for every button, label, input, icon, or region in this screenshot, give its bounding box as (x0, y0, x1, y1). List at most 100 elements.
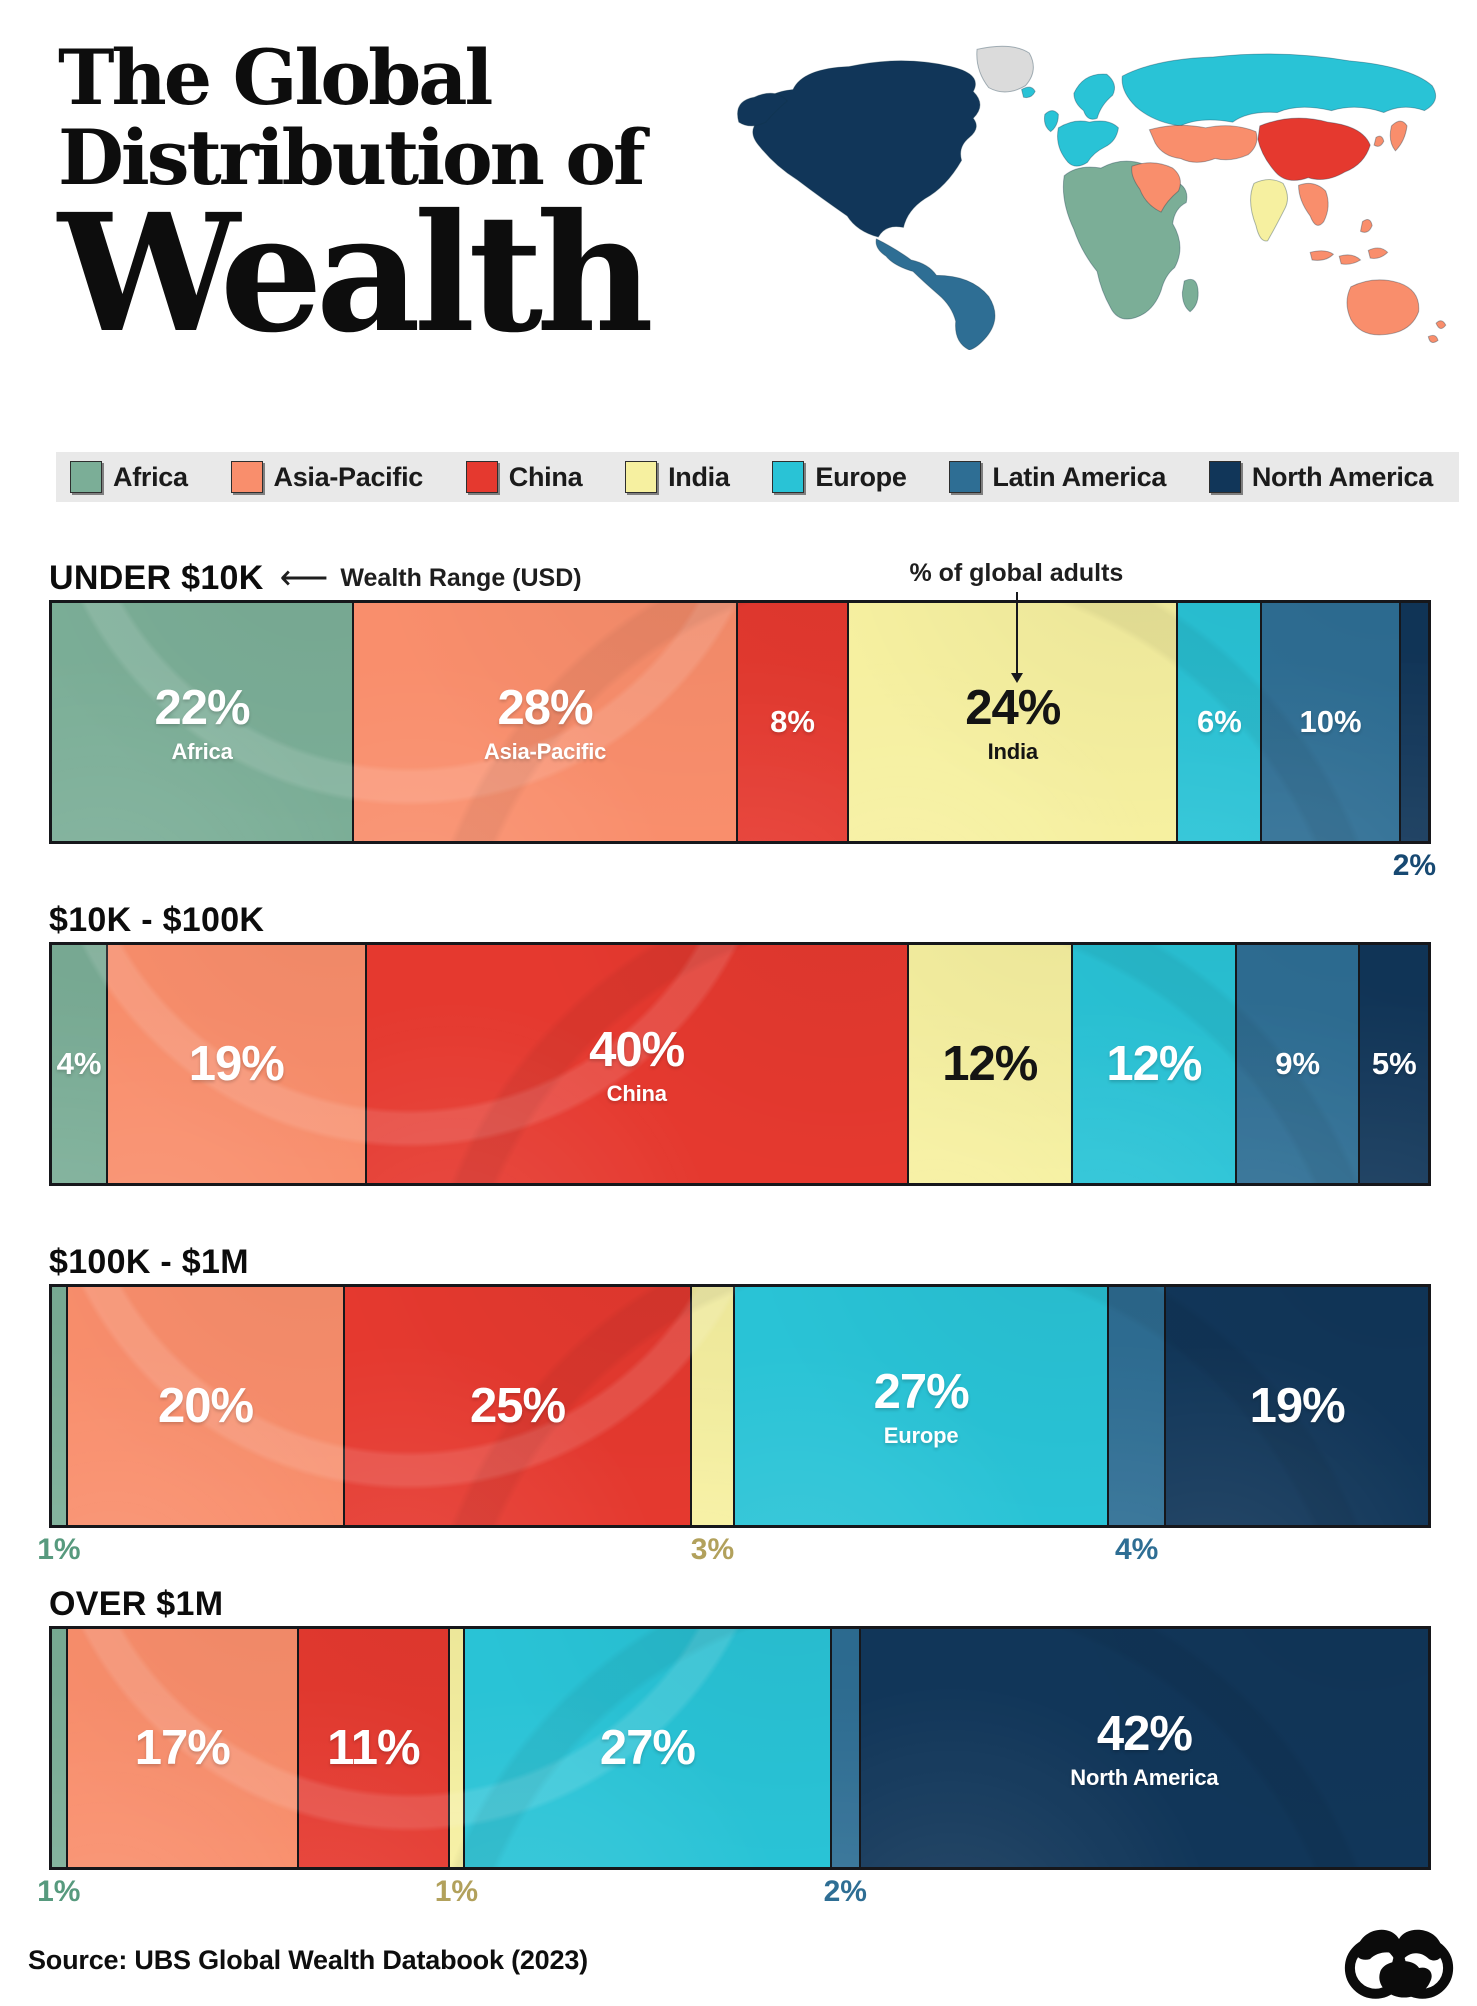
segment-value-below: 2% (823, 1875, 867, 1908)
segment-india: 3% (691, 1287, 736, 1566)
segment-value: 12% (942, 1037, 1038, 1091)
segment-north-america: 5% (1360, 945, 1429, 1183)
legend-label: India (668, 461, 730, 492)
segment-label: 22% Africa (154, 680, 251, 765)
segment-asia-pacific: 17% (67, 1629, 300, 1867)
segment-asia-pacific: 19% (108, 945, 367, 1183)
source-note: Source: UBS Global Wealth Databook (2023… (28, 1945, 588, 1975)
segment-value: 27% (599, 1721, 696, 1775)
legend-item-asia-pacific: Asia-Pacific (230, 461, 424, 493)
legend-item-china: China (465, 461, 583, 493)
segment-value-below: 1% (434, 1875, 479, 1908)
legend-item-africa: Africa (70, 461, 188, 493)
map-scandinavia (1073, 73, 1116, 120)
segment-europe: 27% (465, 1629, 832, 1867)
segment-europe: 27% Europe (735, 1287, 1110, 1525)
legend-swatch-latin-america (949, 461, 982, 493)
map-indonesia-1 (1309, 250, 1335, 261)
segment-value: 6% (1197, 704, 1242, 739)
segment-label: 20% (158, 1378, 254, 1434)
segment-value-below: 1% (37, 1875, 81, 1908)
global-adults-annotation: % of global adults (909, 559, 1124, 587)
stacked-bar-under-10k: 22% Africa 28% Asia-Pacific 8% 24% India 6% 10% 2… (49, 600, 1436, 882)
segment-china: 40% China (366, 945, 909, 1183)
segment-china: 11% (299, 1629, 450, 1867)
segment-north-america: 2% (1393, 603, 1436, 882)
map-se-asia (1298, 182, 1329, 226)
segment-value: 11% (327, 1721, 420, 1775)
segment-value: 8% (770, 704, 815, 739)
segment-label: 24% India (965, 680, 1061, 765)
legend-swatch-india (625, 461, 658, 493)
title-line-2: Distribution of (58, 113, 646, 202)
down-arrow-icon (1011, 592, 1024, 683)
segment-asia-pacific: 20% (67, 1287, 346, 1525)
stacked-bar-100k-1m: 1% 20% 25% 3% 27% Europe 4% 19% (37, 1284, 1431, 1566)
segment-latin-america: 4% (1109, 1287, 1167, 1566)
segment-india: 12% (908, 945, 1073, 1183)
stacked-bar-over-1m: 1% 17% 11% 1% 27% 2% 42% North America (37, 1626, 1431, 1908)
legend-label: China (508, 461, 583, 492)
segment-label: 25% (470, 1378, 566, 1434)
segment-region-name: North America (1070, 1764, 1219, 1790)
wealth-range-title: $100K - $1M (49, 1242, 249, 1281)
bar-wrap: 1% 20% 25% 3% 27% Europe 4% 19% (37, 1284, 1431, 1566)
map-region-europe (1057, 120, 1119, 167)
map-region-india (1250, 179, 1288, 242)
map-russia (1121, 53, 1437, 127)
world-map (737, 45, 1447, 350)
map-australia (1346, 279, 1420, 336)
segment-north-america: 19% (1166, 1287, 1428, 1525)
legend-item-india: India (625, 461, 730, 493)
section-header: $100K - $1M (49, 1240, 1431, 1284)
section-10k-100k: $10K - $100K 4% 19% 40% China 12% 12% 9% 5% (49, 898, 1431, 1186)
segment-label: 10% (1300, 704, 1362, 740)
map-indonesia-2 (1338, 254, 1362, 265)
segment-value: 10% (1299, 704, 1362, 739)
wealth-range-annotation-text: Wealth Range (USD) (340, 563, 582, 592)
segment-value-below: 2% (1392, 849, 1437, 882)
segment-value: 24% (965, 680, 1061, 735)
segment-label: 28% Asia-Pacific (484, 680, 607, 765)
segment-value: 22% (154, 680, 251, 735)
legend-swatch-north-america (1208, 461, 1241, 493)
segment-value: 19% (1249, 1379, 1346, 1433)
section-under-10k: UNDER $10K ⟵ Wealth Range (USD) % of global… (49, 556, 1436, 882)
segment-value-below: 4% (1114, 1533, 1159, 1566)
legend-item-north-america: North America (1208, 461, 1433, 493)
segment-china: 25% (345, 1287, 692, 1525)
legend-label: Latin America (992, 461, 1167, 492)
segment-africa: 1% (37, 1287, 81, 1566)
legend-item-europe: Europe (772, 461, 907, 493)
legend-label: Europe (815, 461, 907, 492)
segment-label: 9% (1275, 1046, 1320, 1082)
map-central-asia (1148, 124, 1258, 163)
segment-value: 9% (1275, 1046, 1321, 1081)
legend-swatch-africa (70, 461, 102, 493)
wealth-range-title: $10K - $100K (49, 900, 265, 939)
segment-label: 19% (189, 1036, 285, 1092)
segment-europe: 6% (1178, 603, 1263, 841)
bar-wrap: 4% 19% 40% China 12% 12% 9% 5% (49, 942, 1431, 1186)
legend-label: Asia-Pacific (273, 461, 424, 492)
wealth-range-title: UNDER $10K (49, 558, 264, 597)
map-region-alaska (737, 92, 788, 127)
map-uk (1043, 110, 1059, 133)
segment-label: 27% Europe (874, 1364, 970, 1449)
map-philippines (1359, 219, 1373, 233)
map-madagascar (1181, 278, 1199, 313)
map-japan (1389, 120, 1408, 152)
segment-label: 42% North America (1070, 1706, 1218, 1791)
segment-latin-america: 2% (824, 1629, 867, 1908)
section-header: $10K - $100K (49, 898, 1431, 942)
title-line-3: Wealth (58, 179, 654, 369)
map-region-latin-america (875, 238, 996, 350)
map-region-north-america (752, 60, 981, 238)
segment-region-name: China (606, 1080, 667, 1106)
left-arrow-icon: ⟵ (279, 559, 329, 597)
segment-value: 5% (1371, 1046, 1417, 1081)
section-over-1m: OVER $1M 1% 17% 11% 1% 27% 2% 42% North America (37, 1582, 1431, 1908)
segment-china: 8% (738, 603, 850, 841)
legend-swatch-china (465, 461, 498, 493)
segment-africa: 22% Africa (52, 603, 355, 841)
